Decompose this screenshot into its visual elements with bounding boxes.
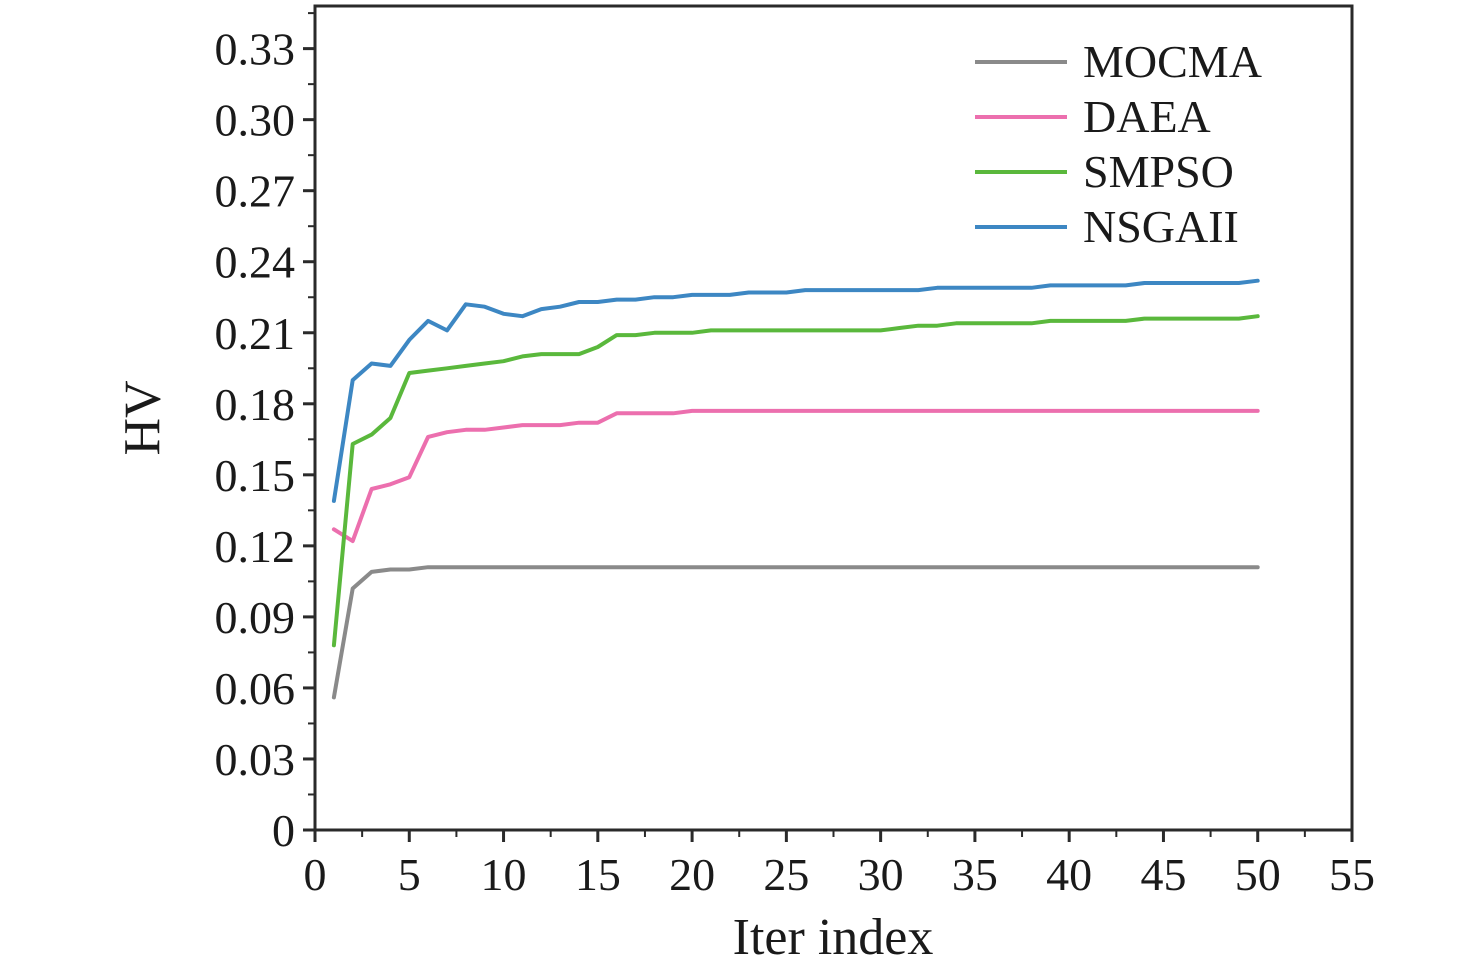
x-tick-label: 5 [398,849,421,900]
x-tick-label: 10 [481,849,527,900]
y-tick-label: 0 [272,805,295,856]
x-tick-label: 45 [1140,849,1186,900]
y-tick-label: 0.27 [215,166,296,217]
y-tick-label: 0.15 [215,450,296,501]
y-tick-label: 0.12 [215,521,296,572]
legend-label-mocma: MOCMA [1083,36,1262,87]
x-axis-label: Iter index [732,909,934,966]
series-line-mocma [331,565,1260,700]
x-tick-label: 20 [669,849,715,900]
y-tick-label: 0.30 [215,95,296,146]
x-tick-label: 30 [858,849,904,900]
legend-label-smpso: SMPSO [1083,146,1234,197]
legend-label-daea: DAEA [1083,91,1211,142]
y-tick-label: 0.18 [215,379,296,430]
legend-line-smpso [975,170,1067,174]
y-tick-label: 0.21 [215,308,296,359]
y-tick-label: 0.06 [215,663,296,714]
series-line-nsgaii [331,278,1260,503]
x-tick-label: 35 [952,849,998,900]
y-tick-label: 0.03 [215,734,296,785]
legend-line-mocma [975,60,1067,64]
x-tick-label: 50 [1235,849,1281,900]
x-tick-label: 0 [304,849,327,900]
y-tick-label: 0.33 [215,24,296,75]
legend-item-mocma: MOCMA [975,36,1262,87]
y-tick-label: 0.24 [215,237,296,288]
legend-label-nsgaii: NSGAII [1083,201,1239,252]
series-line-daea [331,408,1260,544]
legend: MOCMA DAEA SMPSO NSGAII [975,36,1262,252]
legend-item-nsgaii: NSGAII [975,201,1262,252]
x-tick-label: 15 [575,849,621,900]
legend-line-nsgaii [975,225,1067,229]
legend-item-smpso: SMPSO [975,146,1262,197]
x-tick-label: 40 [1046,849,1092,900]
series-line-smpso [331,314,1260,648]
legend-line-daea [975,115,1067,119]
x-tick-label: 55 [1329,849,1375,900]
y-tick-label: 0.09 [215,592,296,643]
x-tick-label: 25 [763,849,809,900]
legend-item-daea: DAEA [975,91,1262,142]
y-axis-label: HV [114,380,172,456]
